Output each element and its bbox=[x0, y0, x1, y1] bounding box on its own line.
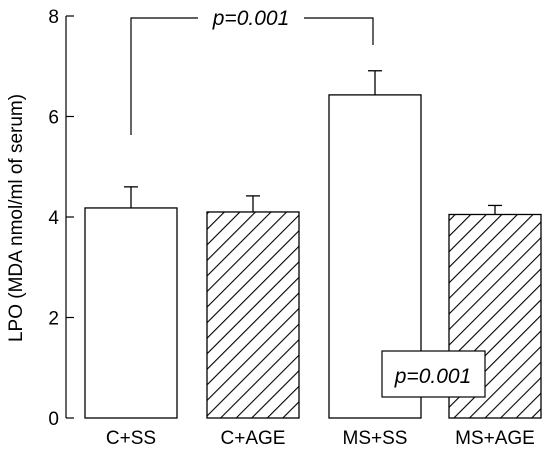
bar-c-ss bbox=[84, 207, 178, 419]
boxed-p-value: p=0.001 bbox=[394, 365, 472, 388]
x-tick-label: C+AGE bbox=[221, 428, 286, 449]
y-tick-label: 6 bbox=[48, 108, 59, 129]
y-tick-label: 8 bbox=[48, 7, 59, 28]
x-tick-label: MS+SS bbox=[343, 428, 408, 449]
boxed-annotation: p=0.001 bbox=[381, 350, 486, 398]
x-tick-label: C+SS bbox=[106, 428, 156, 449]
y-axis-title: LPO (MDA nmol/ml of serum) bbox=[6, 94, 27, 342]
y-tick-label: 2 bbox=[48, 309, 59, 330]
p-value-box bbox=[381, 350, 486, 398]
bracket-label-bg bbox=[198, 5, 304, 31]
x-tick-label: MS+AGE bbox=[455, 428, 535, 449]
bar-c-age bbox=[206, 211, 300, 419]
significance-bracket: p=0.001 bbox=[130, 5, 374, 135]
y-tick-label: 0 bbox=[48, 409, 59, 430]
y-axis: 0 2 4 6 8 bbox=[48, 7, 74, 430]
x-axis-labels: C+SS C+AGE MS+SS MS+AGE bbox=[106, 428, 535, 449]
y-tick-label: 4 bbox=[48, 208, 59, 229]
bracket-p-value: p=0.001 bbox=[212, 7, 290, 30]
